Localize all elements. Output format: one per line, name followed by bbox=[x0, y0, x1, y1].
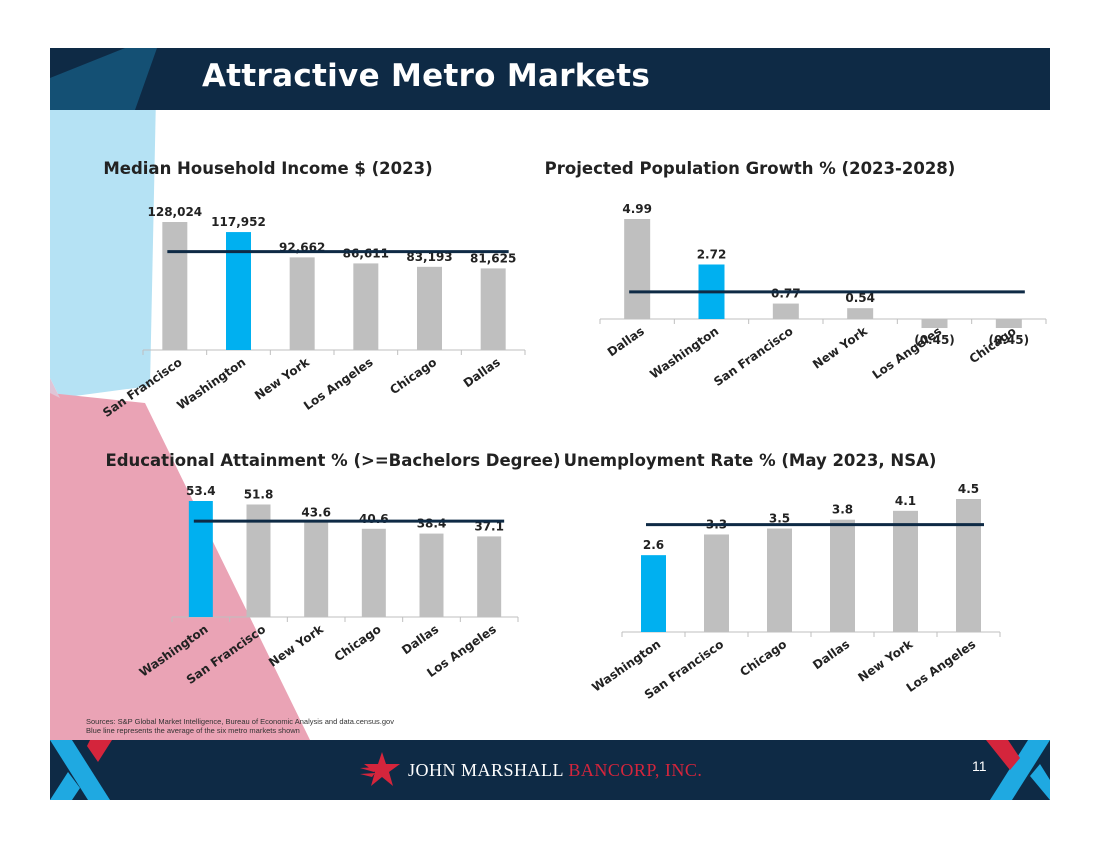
pink-band bbox=[50, 393, 310, 740]
company-name-second: Bancorp, Inc. bbox=[568, 759, 703, 780]
data-label: 4.1 bbox=[895, 494, 916, 508]
bar bbox=[419, 533, 444, 617]
chart-title: Projected Population Growth % (2023-2028… bbox=[545, 159, 956, 178]
bar bbox=[477, 536, 502, 617]
data-label: 117,952 bbox=[211, 215, 266, 229]
data-label: 3.5 bbox=[769, 512, 790, 526]
bar bbox=[246, 504, 271, 617]
bar bbox=[772, 303, 799, 319]
data-label: 3.8 bbox=[832, 503, 853, 517]
data-label: 43.6 bbox=[301, 505, 331, 519]
data-label: 4.5 bbox=[958, 482, 979, 496]
bar bbox=[480, 268, 506, 350]
background-decoration bbox=[50, 48, 310, 740]
sources-line: Sources: S&P Global Market Intelligence,… bbox=[86, 717, 394, 726]
light-blue-overlap bbox=[50, 378, 60, 398]
company-logo: John Marshall Bancorp, Inc. bbox=[360, 752, 702, 788]
average-line-note: Blue line represents the average of the … bbox=[86, 725, 300, 735]
data-label: 0.54 bbox=[845, 291, 875, 305]
bar bbox=[289, 257, 315, 350]
bar bbox=[304, 522, 329, 617]
data-label: 0.77 bbox=[771, 287, 801, 301]
footer: John Marshall Bancorp, Inc. 11 bbox=[50, 740, 1050, 800]
data-label: 86,611 bbox=[343, 246, 389, 260]
data-label: (0.45) bbox=[914, 333, 955, 347]
slide: Attractive Metro Markets Median Househol… bbox=[50, 48, 1050, 800]
star-logo-icon bbox=[360, 752, 400, 786]
bar bbox=[641, 555, 666, 632]
data-label: (0.45) bbox=[989, 333, 1030, 347]
chart-title: Unemployment Rate % (May 2023, NSA) bbox=[564, 451, 937, 470]
bar bbox=[361, 528, 386, 617]
bar bbox=[847, 308, 874, 319]
title-bar bbox=[50, 48, 1050, 110]
data-label: 53.4 bbox=[186, 484, 216, 498]
data-label: 81,625 bbox=[470, 251, 516, 265]
bar bbox=[704, 534, 729, 632]
data-label: 128,024 bbox=[148, 205, 203, 219]
bar bbox=[956, 499, 981, 632]
footer-right-x-mark bbox=[986, 740, 1050, 800]
company-name-first: John Marshall bbox=[408, 759, 564, 780]
data-label: 2.72 bbox=[697, 247, 727, 261]
chart-median-household-income: Median Household Income $ (2023)128,024S… bbox=[100, 159, 526, 420]
data-label: 51.8 bbox=[244, 487, 274, 501]
data-label: 37.1 bbox=[474, 519, 504, 533]
bar bbox=[162, 222, 188, 350]
bar bbox=[830, 519, 855, 632]
footer-left-x-mark bbox=[50, 740, 112, 800]
page-number: 11 bbox=[972, 758, 987, 774]
data-label: 2.6 bbox=[643, 538, 664, 552]
bar bbox=[921, 319, 948, 329]
chart-population-growth: Projected Population Growth % (2023-2028… bbox=[545, 159, 1047, 389]
light-blue-band bbox=[50, 48, 157, 398]
category-label: Chicago bbox=[737, 637, 789, 679]
chart-unemployment-rate: Unemployment Rate % (May 2023, NSA)2.6Wa… bbox=[564, 451, 1001, 702]
chart-title: Educational Attainment % (>=Bachelors De… bbox=[105, 451, 560, 470]
chart-title: Median Household Income $ (2023) bbox=[103, 159, 432, 178]
sources-note: Sources: S&P Global Market Intelligence,… bbox=[86, 717, 394, 735]
category-label: Los Angeles bbox=[904, 637, 979, 695]
bar bbox=[417, 266, 442, 350]
category-label: Dallas bbox=[810, 637, 852, 672]
bar bbox=[893, 510, 918, 632]
data-label: 83,193 bbox=[406, 250, 452, 264]
bar bbox=[767, 528, 792, 632]
chart-educational-attainment: Educational Attainment % (>=Bachelors De… bbox=[105, 451, 560, 687]
title-bar-accent bbox=[50, 48, 157, 110]
data-label: 4.99 bbox=[622, 202, 652, 216]
bar bbox=[353, 263, 379, 350]
page-title: Attractive Metro Markets bbox=[202, 58, 651, 94]
company-name: John Marshall Bancorp, Inc. bbox=[408, 760, 702, 781]
bar bbox=[995, 319, 1022, 329]
category-label: New York bbox=[855, 636, 916, 684]
bar bbox=[624, 219, 651, 319]
